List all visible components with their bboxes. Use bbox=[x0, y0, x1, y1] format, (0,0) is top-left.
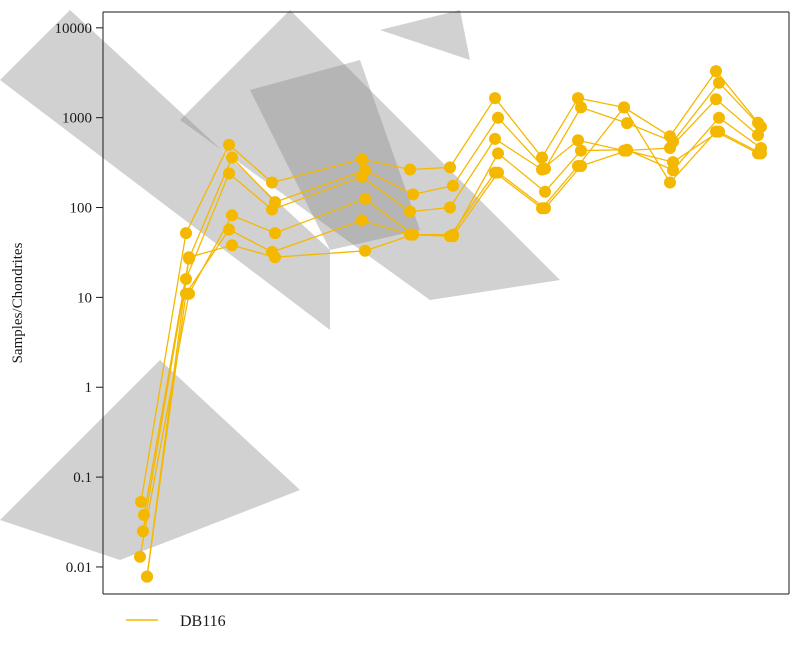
data-point bbox=[572, 134, 584, 147]
data-point bbox=[356, 153, 368, 166]
series-line-4 bbox=[146, 106, 759, 577]
data-point bbox=[183, 251, 195, 264]
data-point bbox=[621, 117, 633, 130]
data-point bbox=[180, 287, 192, 300]
y-tick-label-2: 100 bbox=[70, 201, 93, 217]
data-point bbox=[407, 228, 419, 241]
legend: DB116 bbox=[126, 613, 226, 630]
data-point bbox=[407, 188, 419, 201]
data-point bbox=[266, 176, 278, 189]
y-axis-title: Samples/Chondrites bbox=[10, 242, 26, 363]
data-point bbox=[752, 129, 764, 142]
data-point bbox=[359, 192, 371, 205]
data-point bbox=[713, 111, 725, 124]
series-line-1 bbox=[143, 81, 762, 516]
data-point bbox=[356, 170, 368, 183]
data-point bbox=[489, 132, 501, 145]
data-point bbox=[269, 251, 281, 264]
series-5 bbox=[141, 125, 767, 583]
data-point bbox=[575, 160, 587, 172]
y-tick-label-4: 1 bbox=[85, 380, 93, 396]
data-point bbox=[536, 163, 548, 176]
data-point bbox=[713, 125, 725, 138]
data-point bbox=[359, 244, 371, 257]
series-2 bbox=[137, 93, 764, 538]
data-point bbox=[536, 151, 548, 164]
data-point bbox=[667, 156, 679, 169]
data-point bbox=[226, 239, 238, 252]
series-layer bbox=[134, 65, 767, 583]
y-tick-label-5: 0.1 bbox=[73, 470, 92, 486]
data-point bbox=[539, 185, 551, 198]
y-tick-label-6: 0.01 bbox=[66, 560, 92, 576]
data-point bbox=[492, 111, 504, 124]
data-point bbox=[713, 76, 725, 89]
y-tick-label-0: 10000 bbox=[55, 21, 93, 37]
data-point bbox=[621, 144, 633, 157]
data-point bbox=[539, 202, 551, 215]
data-point bbox=[356, 214, 368, 227]
data-point bbox=[489, 92, 501, 105]
data-point bbox=[664, 176, 676, 189]
watermark-band-2 bbox=[380, 10, 470, 60]
data-point bbox=[269, 227, 281, 240]
y-tick-label-3: 10 bbox=[77, 290, 92, 306]
watermark-band-1 bbox=[180, 10, 560, 300]
legend-label: DB116 bbox=[180, 613, 226, 630]
data-point bbox=[226, 151, 238, 164]
data-point bbox=[135, 495, 147, 508]
data-point bbox=[664, 142, 676, 154]
data-point bbox=[492, 147, 504, 160]
data-point bbox=[180, 227, 192, 240]
data-point bbox=[404, 163, 416, 176]
data-point bbox=[404, 205, 416, 218]
data-point bbox=[266, 203, 278, 216]
data-point bbox=[447, 230, 459, 243]
series-line-5 bbox=[146, 130, 762, 577]
data-point bbox=[710, 93, 722, 106]
data-point bbox=[444, 161, 456, 174]
data-point bbox=[223, 223, 235, 236]
data-point bbox=[618, 101, 630, 114]
data-point bbox=[755, 147, 767, 160]
series-line-0 bbox=[140, 70, 759, 503]
data-point bbox=[226, 209, 238, 222]
data-point bbox=[223, 138, 235, 151]
data-point bbox=[444, 201, 456, 214]
watermark-band-3 bbox=[0, 360, 300, 560]
data-point bbox=[572, 92, 584, 105]
data-point bbox=[137, 525, 149, 538]
data-point bbox=[141, 570, 153, 583]
data-point bbox=[134, 550, 146, 563]
data-point bbox=[447, 179, 459, 192]
data-point bbox=[575, 101, 587, 114]
watermark-band-4 bbox=[250, 60, 420, 250]
data-point bbox=[492, 166, 504, 179]
series-line-2 bbox=[142, 98, 759, 532]
y-tick-label-1: 1000 bbox=[62, 111, 92, 127]
data-point bbox=[575, 144, 587, 157]
series-line-3 bbox=[139, 116, 762, 557]
axes: 10000 1000 100 10 1 0.1 0.01 Samples/Chondrites bbox=[10, 11, 790, 595]
data-point bbox=[710, 65, 722, 78]
data-point bbox=[223, 167, 235, 180]
